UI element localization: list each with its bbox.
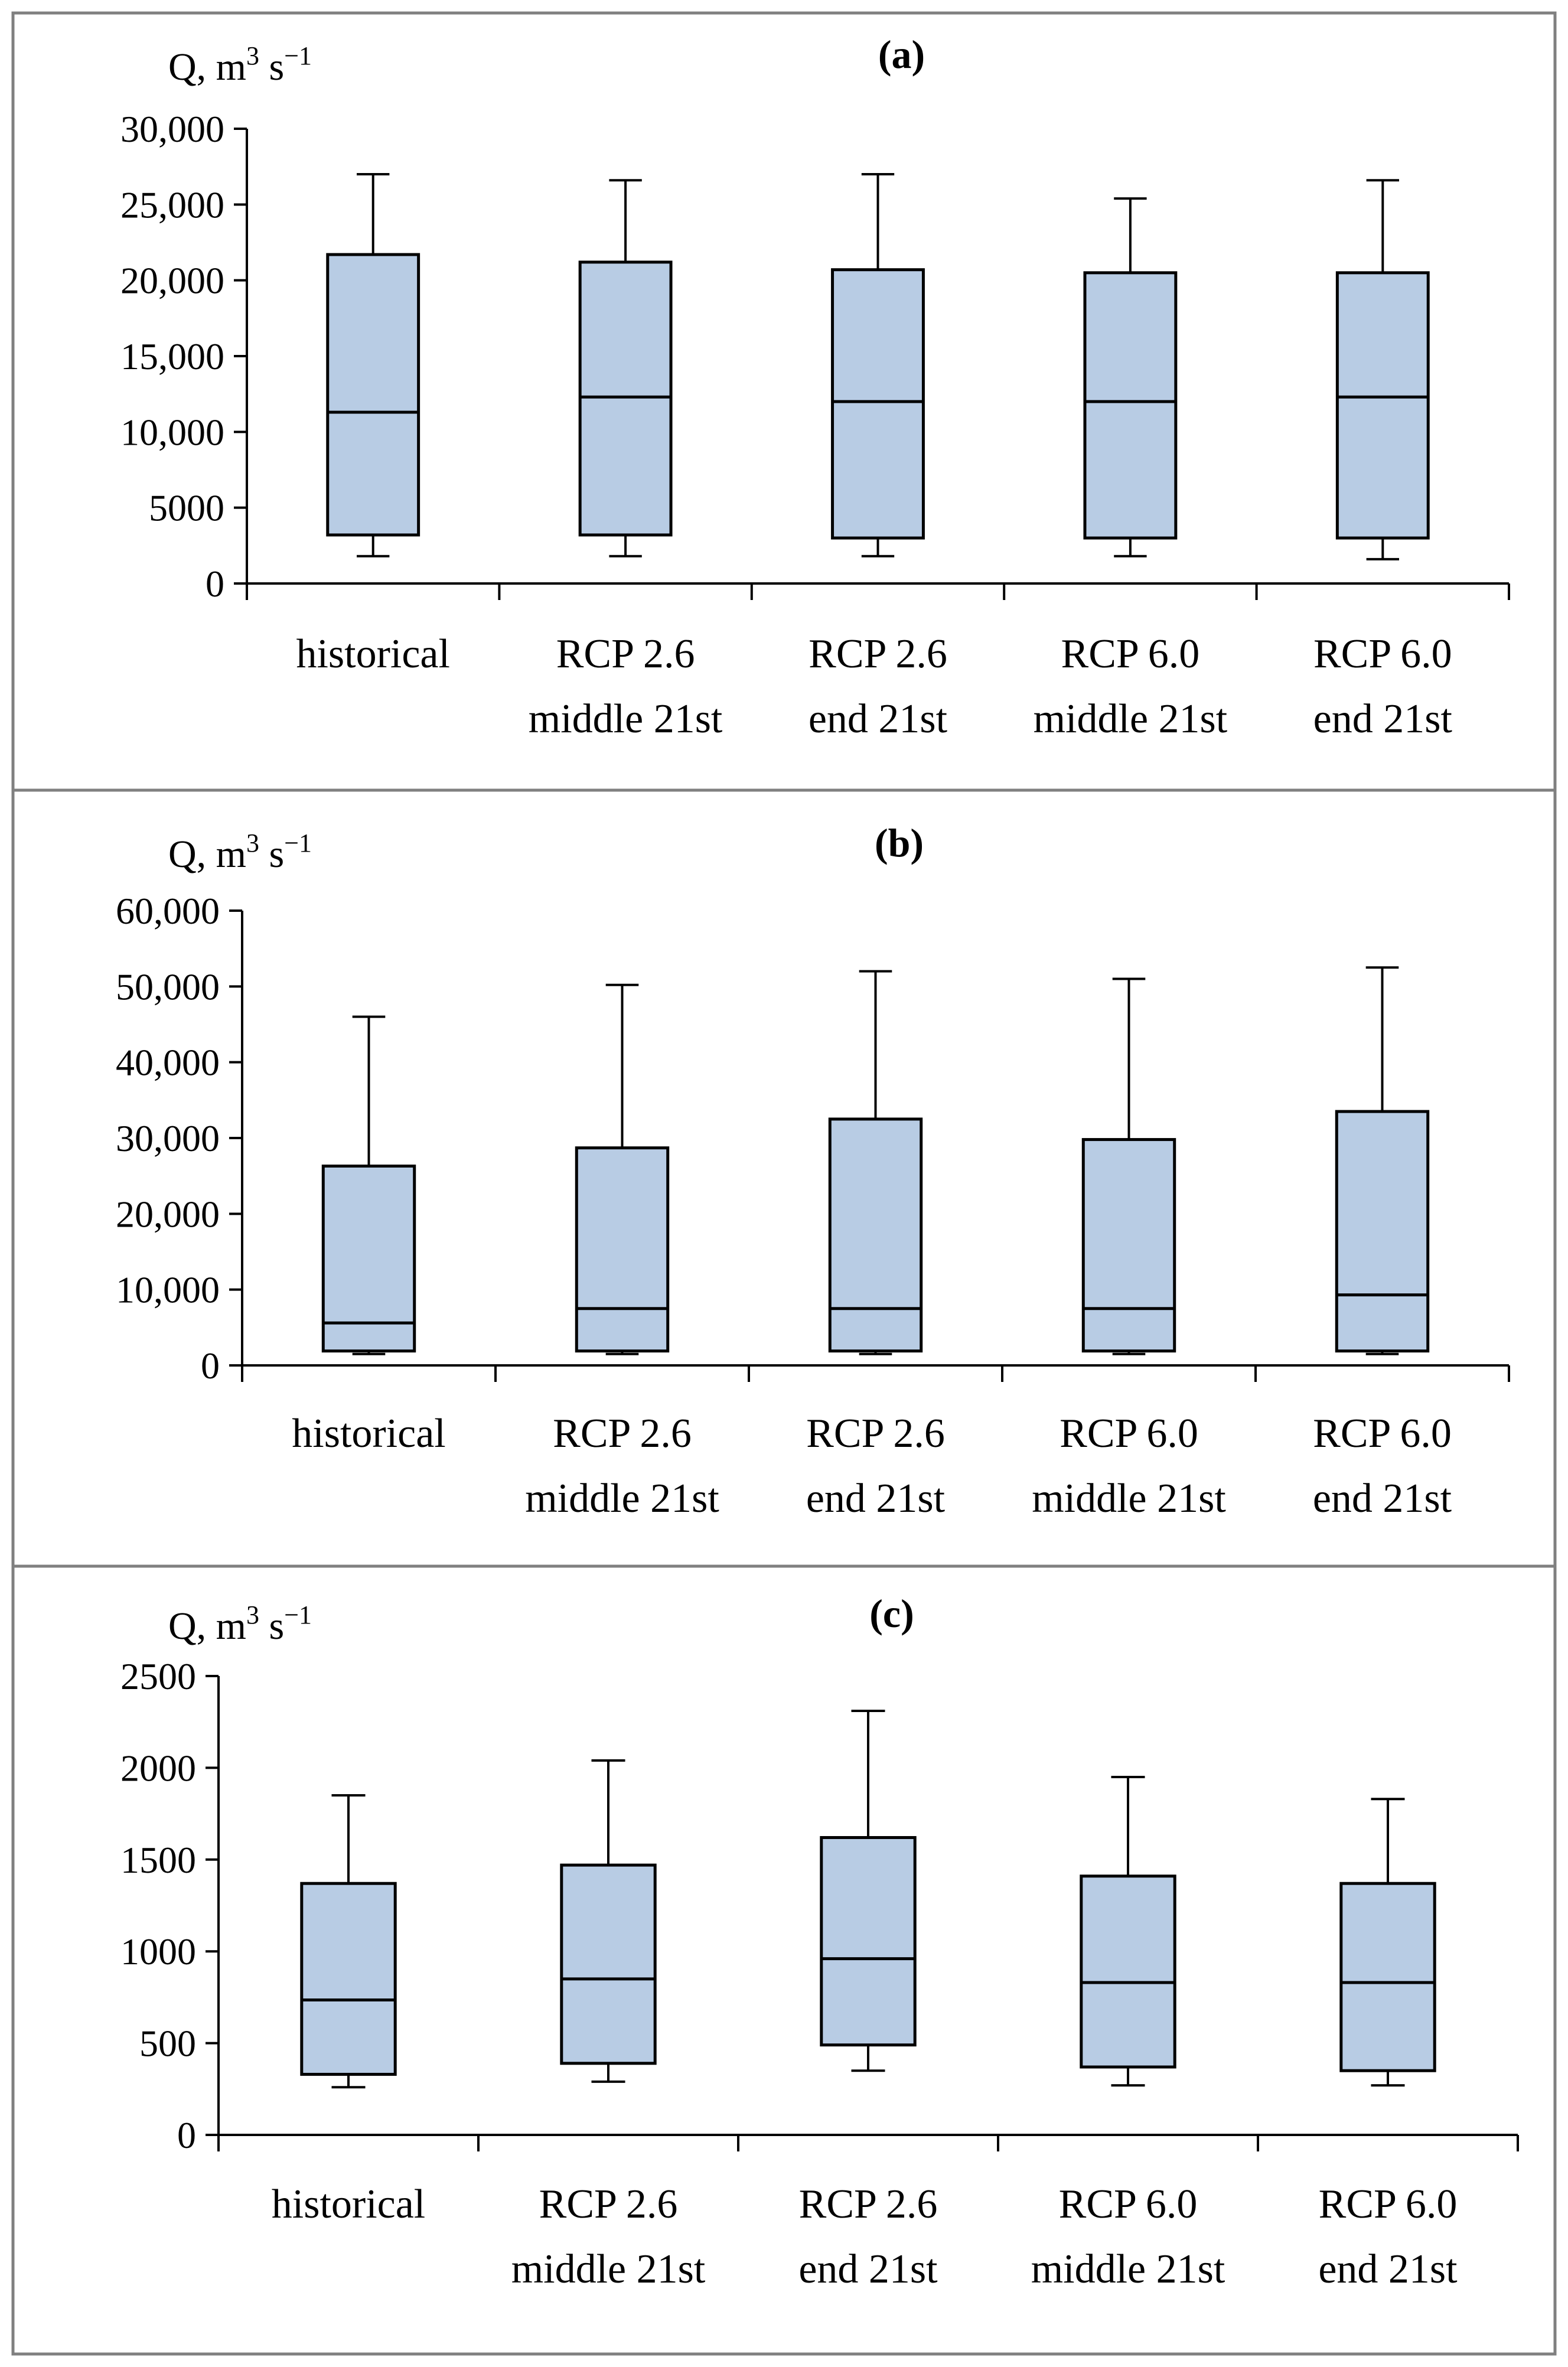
box-iqr	[831, 268, 925, 540]
box-iqr	[1335, 271, 1430, 540]
y-tick-label: 20,000	[120, 260, 224, 302]
x-category-label: historical	[296, 631, 449, 677]
boxplot-panel-2: (b) Q, m3 s−1 0 10,000 20,000 30,000 40,000 50,…	[116, 820, 1510, 1521]
box-1	[300, 1794, 397, 2089]
y-axis-unit-label: Q, m3 s−1	[168, 829, 312, 876]
y-tick-label: 25,000	[120, 184, 224, 226]
x-category-label: RCP 2.6 middle 21st	[511, 2182, 706, 2292]
y-tick-label: 15,000	[120, 335, 224, 377]
box-4	[1083, 197, 1178, 557]
box-iqr	[1083, 271, 1178, 540]
panel-title: (c)	[869, 1591, 914, 1636]
box-2	[575, 983, 670, 1355]
box-3	[831, 173, 925, 557]
box-5	[1339, 1798, 1436, 2087]
box-3	[820, 1710, 917, 2072]
figure-border	[11, 11, 1557, 2356]
box-iqr	[1080, 1874, 1176, 2069]
y-tick-label: 5000	[149, 487, 224, 529]
y-tick-label: 60,000	[116, 890, 220, 932]
box-2	[560, 1759, 657, 2083]
y-tick-label: 20,000	[116, 1193, 220, 1235]
box-iqr	[560, 1863, 657, 2065]
box-5	[1335, 179, 1430, 560]
box-iqr	[578, 260, 673, 537]
box-4	[1080, 1775, 1176, 2087]
x-category-label: RCP 2.6 end 21st	[798, 2182, 938, 2292]
y-tick-label: 50,000	[116, 966, 220, 1008]
box-iqr	[828, 1117, 923, 1353]
boxplot-panel-3: (c) Q, m3 s−1 0 500 1000 1500 2000 2500 historic…	[120, 1591, 1519, 2292]
y-tick-label: 500	[139, 2023, 196, 2065]
x-category-label: RCP 2.6 middle 21st	[529, 631, 723, 742]
box-iqr	[1335, 1110, 1430, 1353]
y-tick-label: 1000	[120, 1931, 196, 1972]
box-iqr	[820, 1836, 917, 2047]
y-tick-label: 2000	[120, 1747, 196, 1789]
box-1	[326, 173, 420, 557]
box-iqr	[300, 1882, 397, 2076]
x-category-label: RCP 6.0 end 21st	[1318, 2182, 1458, 2292]
box-iqr	[321, 1164, 416, 1353]
y-tick-label: 30,000	[120, 108, 224, 150]
y-tick-label: 2500	[120, 1655, 196, 1697]
x-category-label: RCP 6.0 middle 21st	[1031, 2182, 1225, 2292]
x-category-label: RCP 2.6 end 21st	[806, 1411, 946, 1521]
y-axis-unit-label: Q, m3 s−1	[168, 1600, 312, 1648]
y-tick-label: 30,000	[116, 1117, 220, 1159]
panel-title: (a)	[878, 32, 925, 77]
panel-title: (b)	[875, 820, 924, 865]
x-category-label: RCP 6.0 end 21st	[1313, 631, 1453, 742]
box-5	[1335, 966, 1430, 1355]
x-category-label: RCP 6.0 end 21st	[1313, 1411, 1452, 1521]
y-tick-label: 10,000	[120, 411, 224, 453]
x-category-label: historical	[272, 2182, 425, 2227]
x-category-label: historical	[292, 1411, 445, 1456]
boxplot-panel-1: (a) Q, m3 s−1 0 5000 10,000 15,000 20,000 25,00…	[120, 32, 1510, 742]
box-4	[1081, 977, 1176, 1355]
y-tick-label: 10,000	[116, 1269, 220, 1311]
y-tick-label: 0	[201, 1345, 220, 1387]
box-iqr	[575, 1146, 670, 1353]
box-iqr	[1081, 1138, 1176, 1353]
box-2	[578, 179, 673, 557]
y-tick-label: 0	[177, 2114, 196, 2156]
y-tick-label: 40,000	[116, 1042, 220, 1084]
y-tick-label: 0	[206, 563, 224, 605]
box-iqr	[1339, 1882, 1436, 2072]
box-iqr	[326, 253, 420, 537]
x-category-label: RCP 2.6 middle 21st	[525, 1411, 719, 1521]
y-axis-unit-label: Q, m3 s−1	[168, 41, 312, 89]
y-tick-label: 1500	[120, 1839, 196, 1881]
x-category-label: RCP 2.6 end 21st	[809, 631, 948, 742]
x-category-label: RCP 6.0 middle 21st	[1032, 1411, 1226, 1521]
box-3	[828, 970, 923, 1355]
x-category-label: RCP 6.0 middle 21st	[1034, 631, 1228, 742]
box-1	[321, 1015, 416, 1355]
